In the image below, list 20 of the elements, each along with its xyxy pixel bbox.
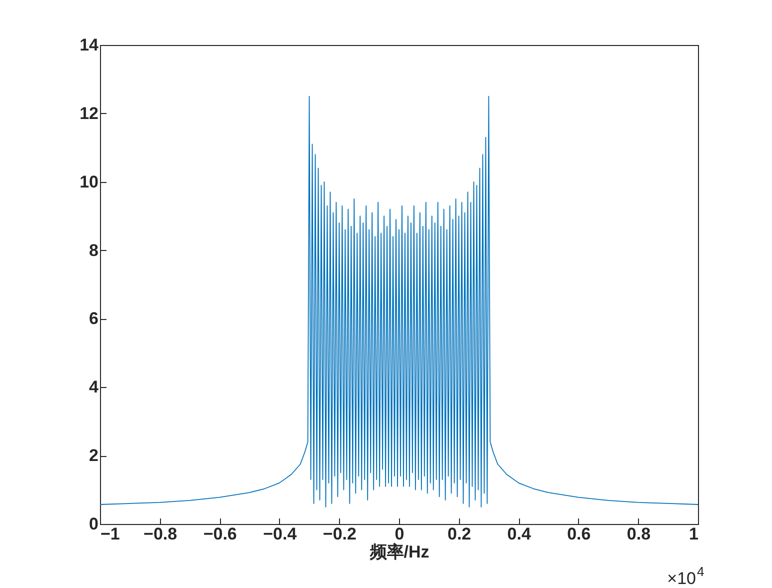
x-tick-label: 0.6 [567,524,591,544]
line-series [100,96,698,508]
x-tick-label: −0.6 [203,524,237,544]
x-tick-label: −0.4 [263,524,298,544]
x-tick-label: −0.2 [322,524,356,544]
y-tick-label: 10 [80,172,98,192]
x-tick-label: −0.8 [144,524,178,544]
x-tick-label: 0.4 [507,524,532,544]
x-axis-title: 频率/Hz [368,542,430,562]
x-tick-label: 0 [394,524,404,544]
y-tick-label: 14 [80,36,100,54]
x-tick-label: 0.8 [626,524,651,544]
y-tick-label: 2 [89,446,98,466]
x-tick-label: −1 [100,524,120,544]
y-tick-label: 12 [80,104,98,123]
y-tick-label: 8 [89,240,98,260]
x-tick-label: 1 [689,524,698,544]
y-tick-label: 4 [89,378,100,397]
y-tick-label: 6 [89,309,98,328]
x-tick-label: 0.2 [447,524,472,544]
